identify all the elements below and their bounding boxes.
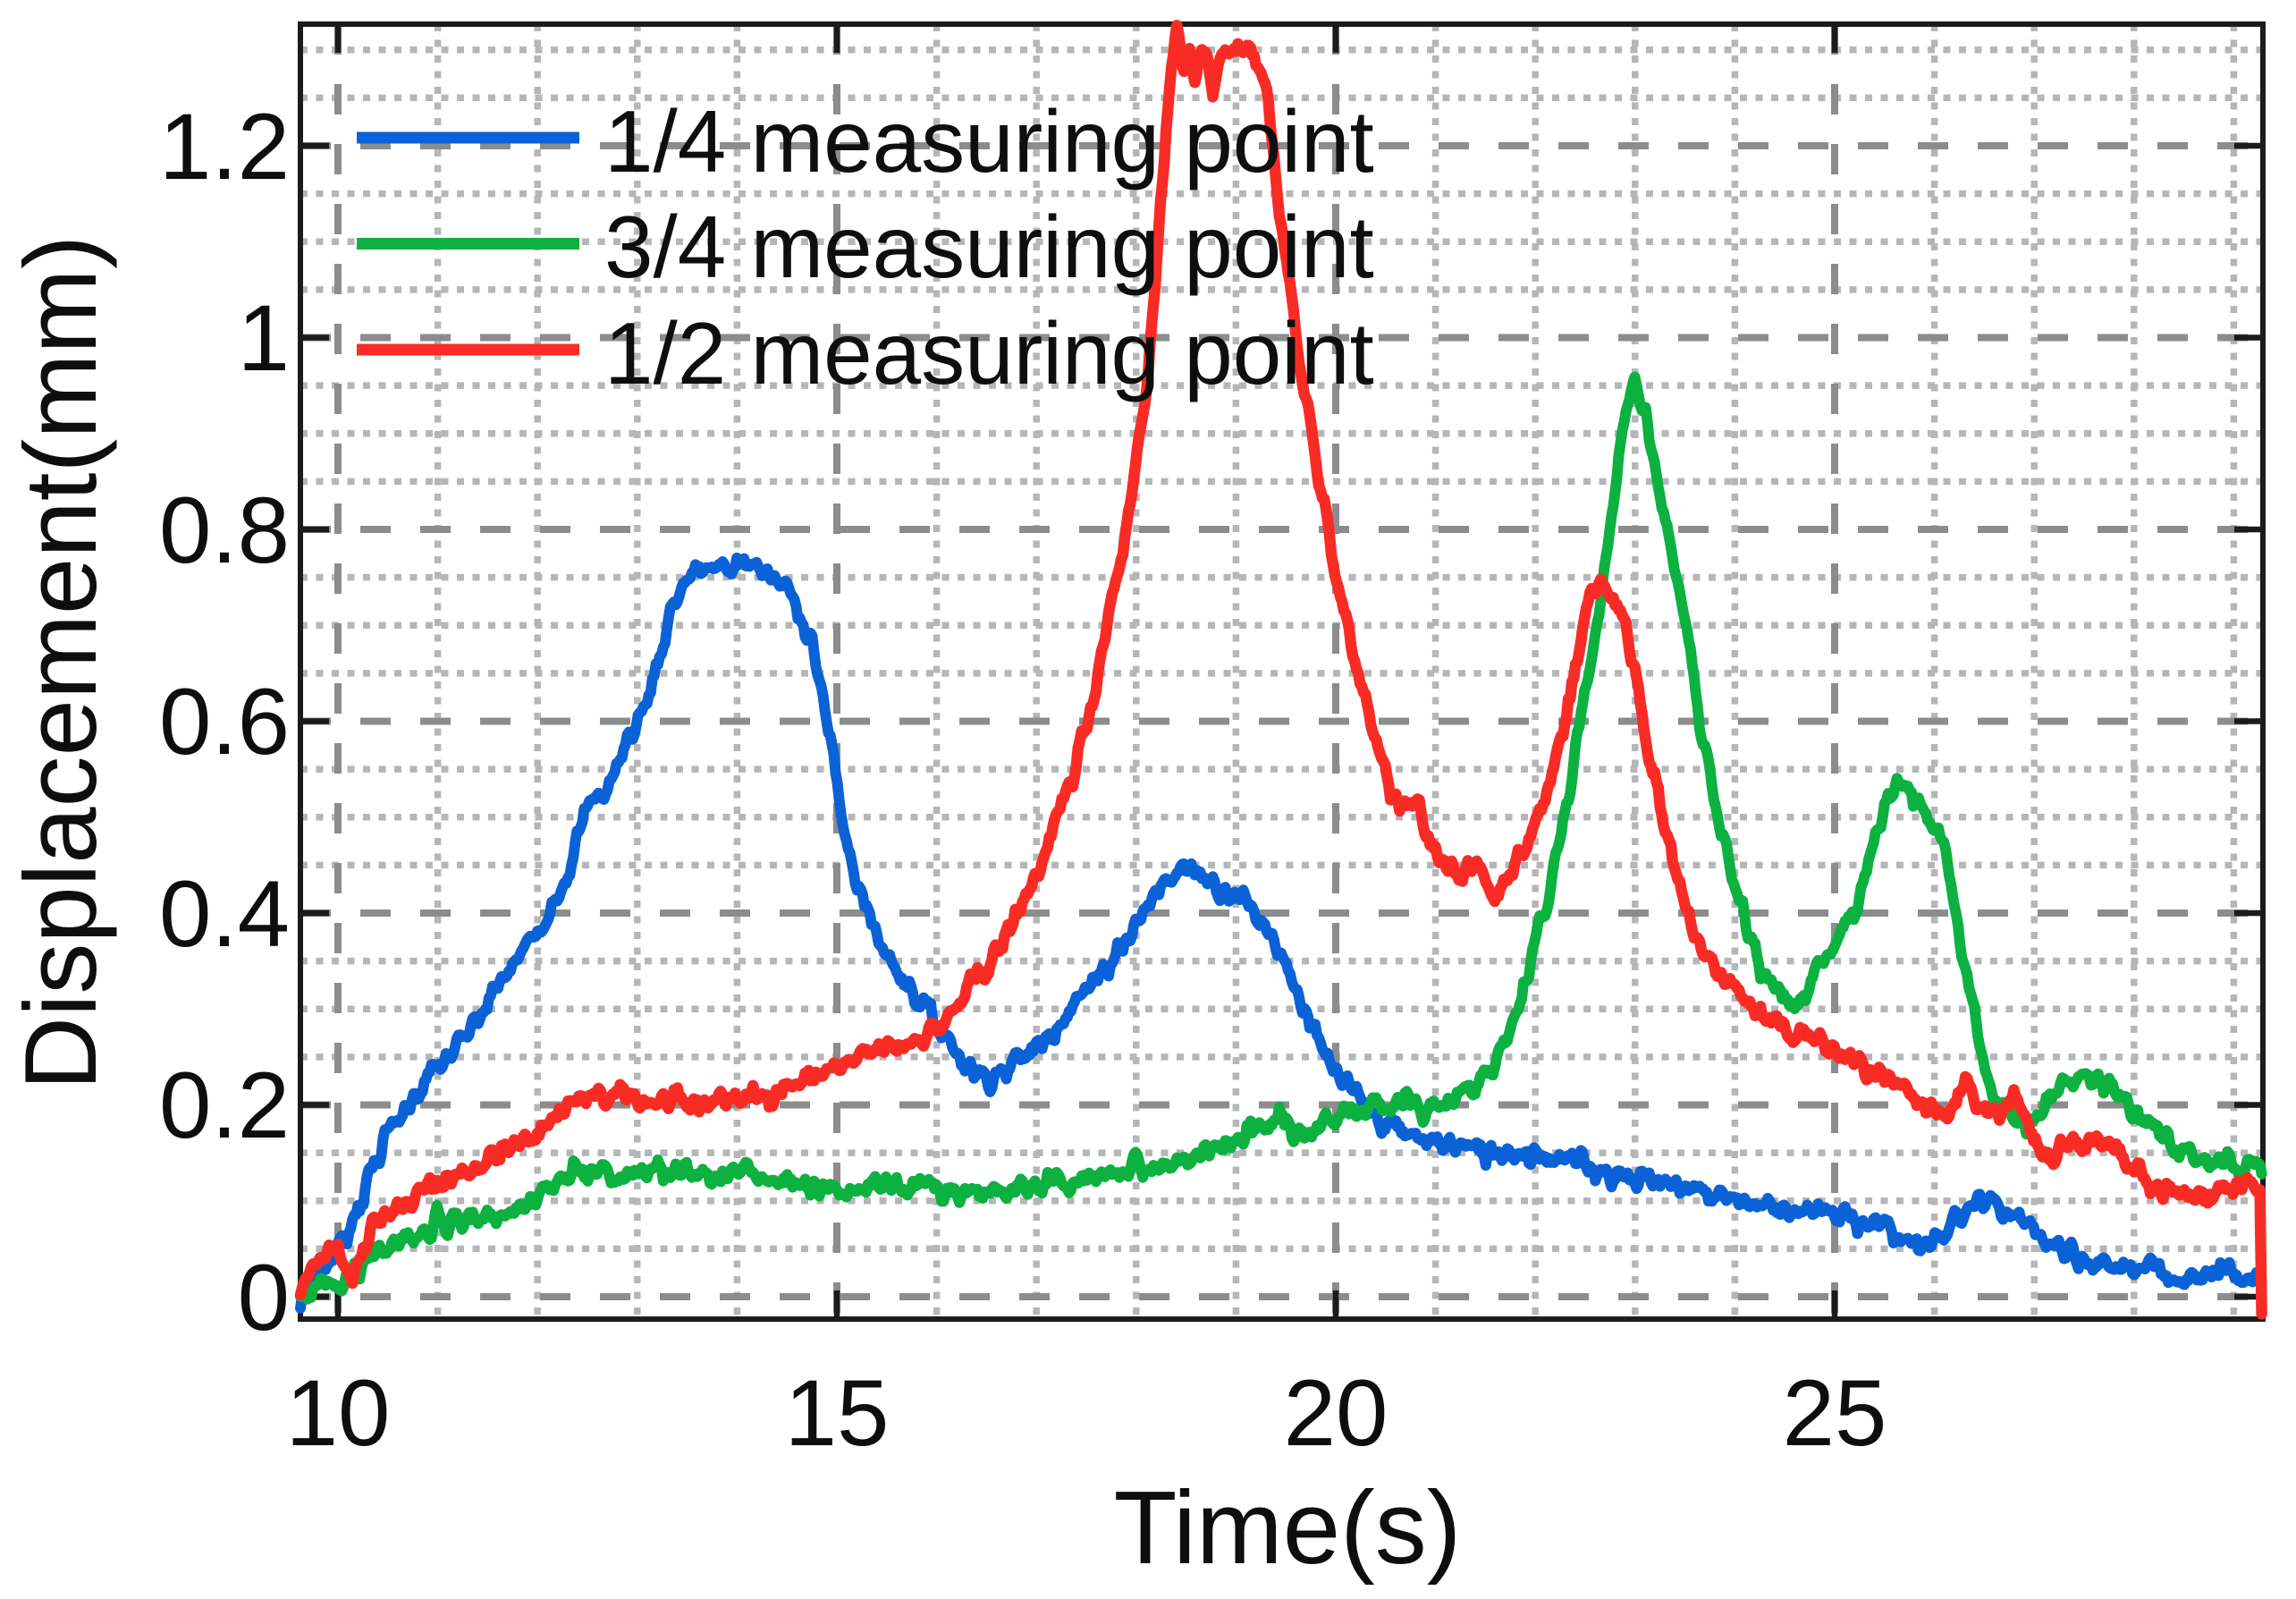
svg-text:10: 10 [286, 1361, 391, 1466]
svg-text:Displacement(mm): Displacement(mm) [4, 235, 118, 1090]
svg-text:25: 25 [1783, 1361, 1887, 1466]
svg-text:20: 20 [1284, 1361, 1389, 1466]
svg-text:1/4 measuring point: 1/4 measuring point [604, 92, 1374, 190]
svg-text:0: 0 [238, 1246, 290, 1350]
svg-text:0.6: 0.6 [159, 670, 290, 774]
svg-text:Time(s): Time(s) [1114, 1469, 1462, 1586]
svg-text:1: 1 [238, 286, 290, 391]
svg-text:3/4 measuring point: 3/4 measuring point [604, 198, 1374, 296]
svg-text:0.2: 0.2 [159, 1053, 290, 1158]
svg-text:1/2 measuring point: 1/2 measuring point [604, 304, 1374, 402]
svg-text:1.2: 1.2 [159, 95, 290, 199]
svg-text:15: 15 [785, 1361, 890, 1466]
svg-text:0.4: 0.4 [159, 862, 290, 967]
svg-text:0.8: 0.8 [159, 478, 290, 583]
